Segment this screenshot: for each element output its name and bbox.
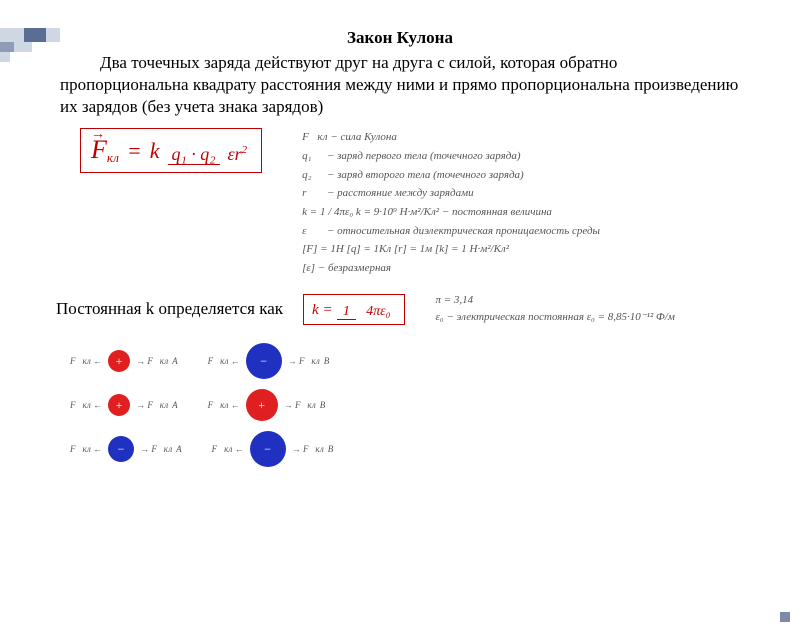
law-paragraph: Два точечных заряда действуют друг на др… (60, 52, 740, 118)
definition-line: k = 1 / 4πε₀ k = 9·10⁹ Н·м²/Кл² − постоя… (302, 203, 600, 222)
definition-line: [ε] − безразмерная (302, 259, 600, 278)
diagram-row: F⃗кл ←+→ F⃗клA F⃗кл ←+→ F⃗клB (70, 389, 800, 421)
definition-line: ε − относительная диэлектрическая прониц… (302, 222, 600, 241)
formula-den: εr (228, 144, 242, 164)
diagram-row: F⃗кл ←−→ F⃗клA F⃗кл ←−→ F⃗клB (70, 431, 800, 467)
k-side-line: ε₀ − электрическая постоянная ε₀ = 8,85·… (435, 309, 674, 327)
formula-F-sub: кл (107, 150, 119, 165)
formula-den-sup: 2 (242, 144, 248, 156)
definition-line: q₂ − заряд второго тела (точечного заряд… (302, 166, 600, 185)
k-lhs: k = (312, 302, 333, 318)
k-label: Постоянная k определяется как (56, 299, 283, 319)
main-formula-row: →Fкл = k q₁ · q₂ εr2 F⃗кл − сила Кулонаq… (80, 128, 800, 278)
formula-eq: = (127, 138, 142, 163)
charge-B: F⃗кл ←−→ F⃗клB (208, 343, 330, 379)
formula-num: q₁ · q₂ (168, 144, 220, 165)
charge-A: F⃗кл ←−→ F⃗клA (70, 436, 182, 462)
definition-line: q₁ − заряд первого тела (точечного заряд… (302, 147, 600, 166)
k-side-notes: π = 3,14ε₀ − электрическая постоянная ε₀… (435, 292, 674, 327)
coulomb-formula-box: →Fкл = k q₁ · q₂ εr2 (80, 128, 262, 173)
k-formula-box: k = 1 4πε₀ (303, 294, 405, 325)
definition-line: r − расстояние между зарядами (302, 184, 600, 203)
footer-bullet-icon (780, 612, 790, 622)
charge-A: F⃗кл ←+→ F⃗клA (70, 350, 178, 372)
k-constant-row: Постоянная k определяется как k = 1 4πε₀… (56, 292, 800, 327)
page-title: Закон Кулона (0, 28, 800, 48)
charge-A: F⃗кл ←+→ F⃗клA (70, 394, 178, 416)
formula-k: k (150, 138, 160, 163)
charge-diagrams: F⃗кл ←+→ F⃗клAF⃗кл ←−→ F⃗клBF⃗кл ←+→ F⃗к… (70, 343, 800, 467)
definition-line: F⃗кл − сила Кулона (302, 128, 600, 147)
charge-B: F⃗кл ←−→ F⃗клB (212, 431, 334, 467)
diagram-row: F⃗кл ←+→ F⃗клA F⃗кл ←−→ F⃗клB (70, 343, 800, 379)
k-num: 1 (337, 304, 356, 320)
corner-decoration (0, 28, 120, 68)
k-side-line: π = 3,14 (435, 292, 674, 310)
definitions-list: F⃗кл − сила Кулонаq₁ − заряд первого тел… (302, 128, 600, 278)
definition-line: [F] = 1Н [q] = 1Кл [r] = 1м [k] = 1 Н·м²… (302, 240, 600, 259)
charge-B: F⃗кл ←+→ F⃗клB (208, 389, 326, 421)
k-den: 4πε₀ (360, 304, 396, 319)
